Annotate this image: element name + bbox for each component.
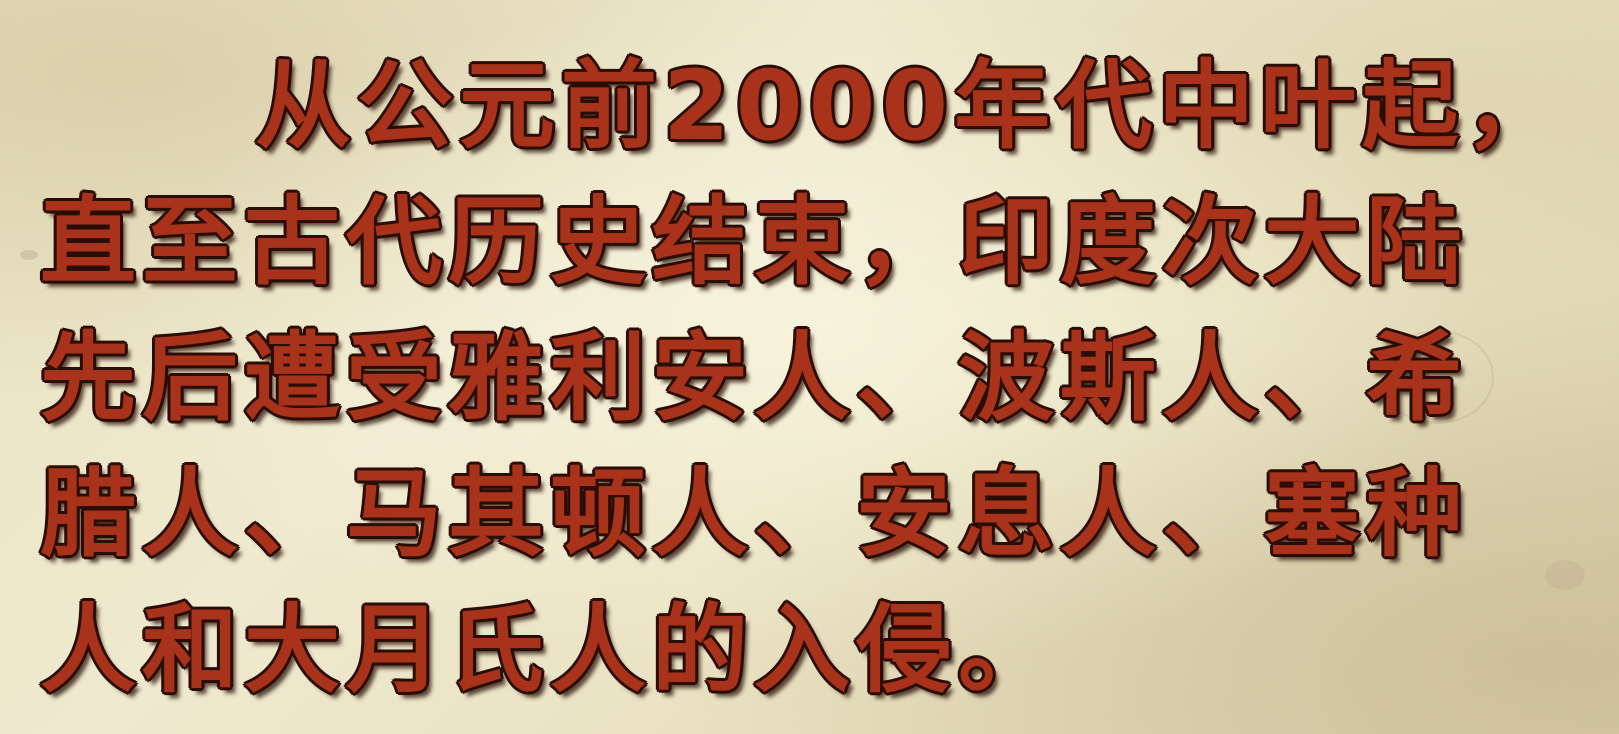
caption-line-3: 先后遭受雅利安人、波斯人、希 [40,322,1468,434]
caption-line-2: 直至古代历史结束，印度次大陆 [40,186,1468,298]
caption-line-1: 从公元前2000年代中叶起， [255,50,1567,162]
paper-stain [20,250,38,260]
caption-text-block: 从公元前2000年代中叶起， 直至古代历史结束，印度次大陆 先后遭受雅利安人、波… [40,38,1580,718]
caption-line-5: 人和大月氏人的入侵。 [40,594,1060,706]
caption-line-4: 腊人、马其顿人、安息人、塞种 [40,458,1468,570]
